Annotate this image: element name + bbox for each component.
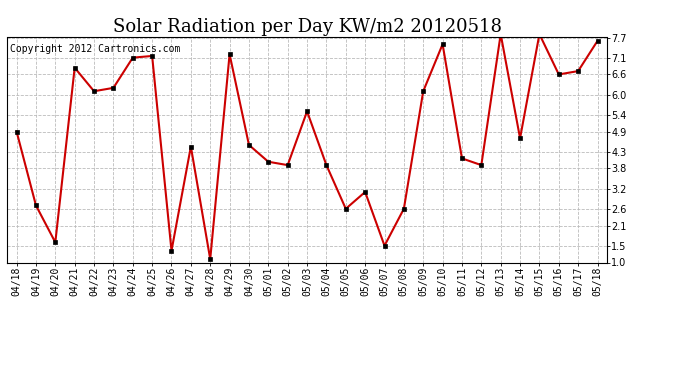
Title: Solar Radiation per Day KW/m2 20120518: Solar Radiation per Day KW/m2 20120518 (112, 18, 502, 36)
Text: Copyright 2012 Cartronics.com: Copyright 2012 Cartronics.com (10, 44, 180, 54)
